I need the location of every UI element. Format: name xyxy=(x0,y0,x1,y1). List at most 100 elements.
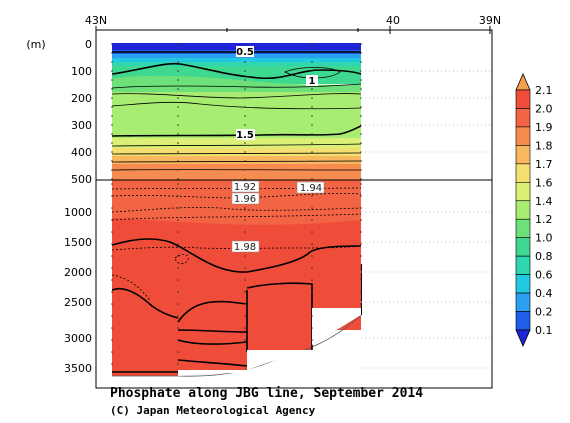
sample-point xyxy=(177,61,179,63)
colorbar-segment xyxy=(515,108,531,128)
sample-point xyxy=(111,88,113,90)
colorbar-label: 2.1 xyxy=(535,84,553,97)
colorbar-bottom-arrow xyxy=(515,329,531,347)
sample-point xyxy=(311,70,313,72)
sample-point xyxy=(311,291,313,293)
contour-label-0.5: 0.5 xyxy=(236,47,254,58)
sample-point xyxy=(311,151,313,153)
sample-point xyxy=(177,183,179,185)
sample-point xyxy=(360,183,362,185)
sample-point xyxy=(311,97,313,99)
colorbar-label: 0.8 xyxy=(535,250,553,263)
chart-credit: (C) Japan Meteorological Agency xyxy=(110,404,316,417)
sample-point xyxy=(311,178,313,180)
sample-point xyxy=(311,195,313,197)
sample-point xyxy=(360,279,362,281)
sample-point xyxy=(111,303,113,305)
sample-point xyxy=(111,243,113,245)
sample-point xyxy=(311,43,313,45)
colorbar-label: 0.4 xyxy=(535,287,553,300)
sample-point xyxy=(244,106,246,108)
y-axis-label: (m) xyxy=(26,38,45,51)
sample-point xyxy=(177,124,179,126)
lower-panel: 1.92 1.94 1.96 1.98 xyxy=(95,179,493,389)
band-0.6 xyxy=(112,58,361,63)
sample-point xyxy=(311,160,313,162)
y-tick-0: 0 xyxy=(85,38,92,51)
colorbar-label: 1.6 xyxy=(535,176,553,189)
sample-point xyxy=(244,169,246,171)
contour-2.0-west-lobe xyxy=(111,288,179,319)
sample-point xyxy=(244,70,246,72)
sample-point xyxy=(360,291,362,293)
sample-point xyxy=(360,231,362,233)
sample-point xyxy=(311,115,313,117)
colorbar-label: 1.2 xyxy=(535,213,553,226)
contour-1 xyxy=(111,62,362,80)
contour-1.96 xyxy=(111,207,362,213)
colorbar-segment xyxy=(515,237,531,257)
sample-point xyxy=(244,160,246,162)
sample-point xyxy=(360,160,362,162)
sample-point xyxy=(177,219,179,221)
colorbar-segment xyxy=(515,255,531,275)
chart-title: Phosphate along JBG line, September 2014 xyxy=(110,386,424,401)
band-1.2 xyxy=(112,75,361,96)
contour-2.0-mid-c xyxy=(177,339,248,345)
sample-point xyxy=(177,160,179,162)
colorbar-segment xyxy=(515,274,531,294)
contour-1.4 xyxy=(111,101,362,110)
sample-point xyxy=(311,133,313,135)
contour-1.5 xyxy=(111,125,362,137)
sample-point xyxy=(244,124,246,126)
sample-point xyxy=(360,43,362,45)
sample-point xyxy=(111,178,113,180)
colorbar-segment xyxy=(515,89,531,109)
sample-point xyxy=(177,43,179,45)
sample-point xyxy=(311,52,313,54)
colorbar-segment xyxy=(515,145,531,165)
colorbar-segment xyxy=(515,182,531,202)
contour-1-eddy xyxy=(284,67,341,79)
contour-2.0-east xyxy=(246,282,313,350)
sample-point xyxy=(244,79,246,81)
sample-point xyxy=(111,61,113,63)
colorbar-label: 0.2 xyxy=(535,306,553,319)
colorbar-label: 2.0 xyxy=(535,102,553,115)
sample-point xyxy=(311,88,313,90)
sample-point xyxy=(177,169,179,171)
sample-point xyxy=(111,315,113,317)
sample-point xyxy=(177,363,179,365)
contour-label-1.98: 1.98 xyxy=(234,242,256,253)
contour-2.0-main xyxy=(111,238,362,273)
sample-point xyxy=(244,279,246,281)
sample-point xyxy=(244,115,246,117)
sample-point xyxy=(360,267,362,269)
sample-point xyxy=(244,88,246,90)
sample-point xyxy=(177,327,179,329)
sample-point xyxy=(111,52,113,54)
upper-color-bands xyxy=(112,43,361,180)
sample-point xyxy=(360,106,362,108)
sample-point xyxy=(360,303,362,305)
sample-point xyxy=(244,178,246,180)
colorbar-top-arrow xyxy=(515,73,531,91)
band-0.8 xyxy=(112,62,361,68)
contour-1.8 xyxy=(111,160,362,163)
sample-point xyxy=(360,207,362,209)
band-2.0-west xyxy=(112,237,361,330)
sample-point xyxy=(360,195,362,197)
sample-point xyxy=(311,339,313,341)
contour-2.0-mid-d xyxy=(177,359,248,367)
sample-point xyxy=(311,267,313,269)
contour-1.7 xyxy=(111,152,362,155)
sample-point xyxy=(177,351,179,353)
x-tick-43N: 43N xyxy=(85,14,107,27)
sample-point xyxy=(311,207,313,209)
sample-point xyxy=(177,115,179,117)
sample-point xyxy=(111,267,113,269)
sample-point xyxy=(244,231,246,233)
sample-point xyxy=(177,178,179,180)
contour-1.98-west xyxy=(111,274,151,301)
